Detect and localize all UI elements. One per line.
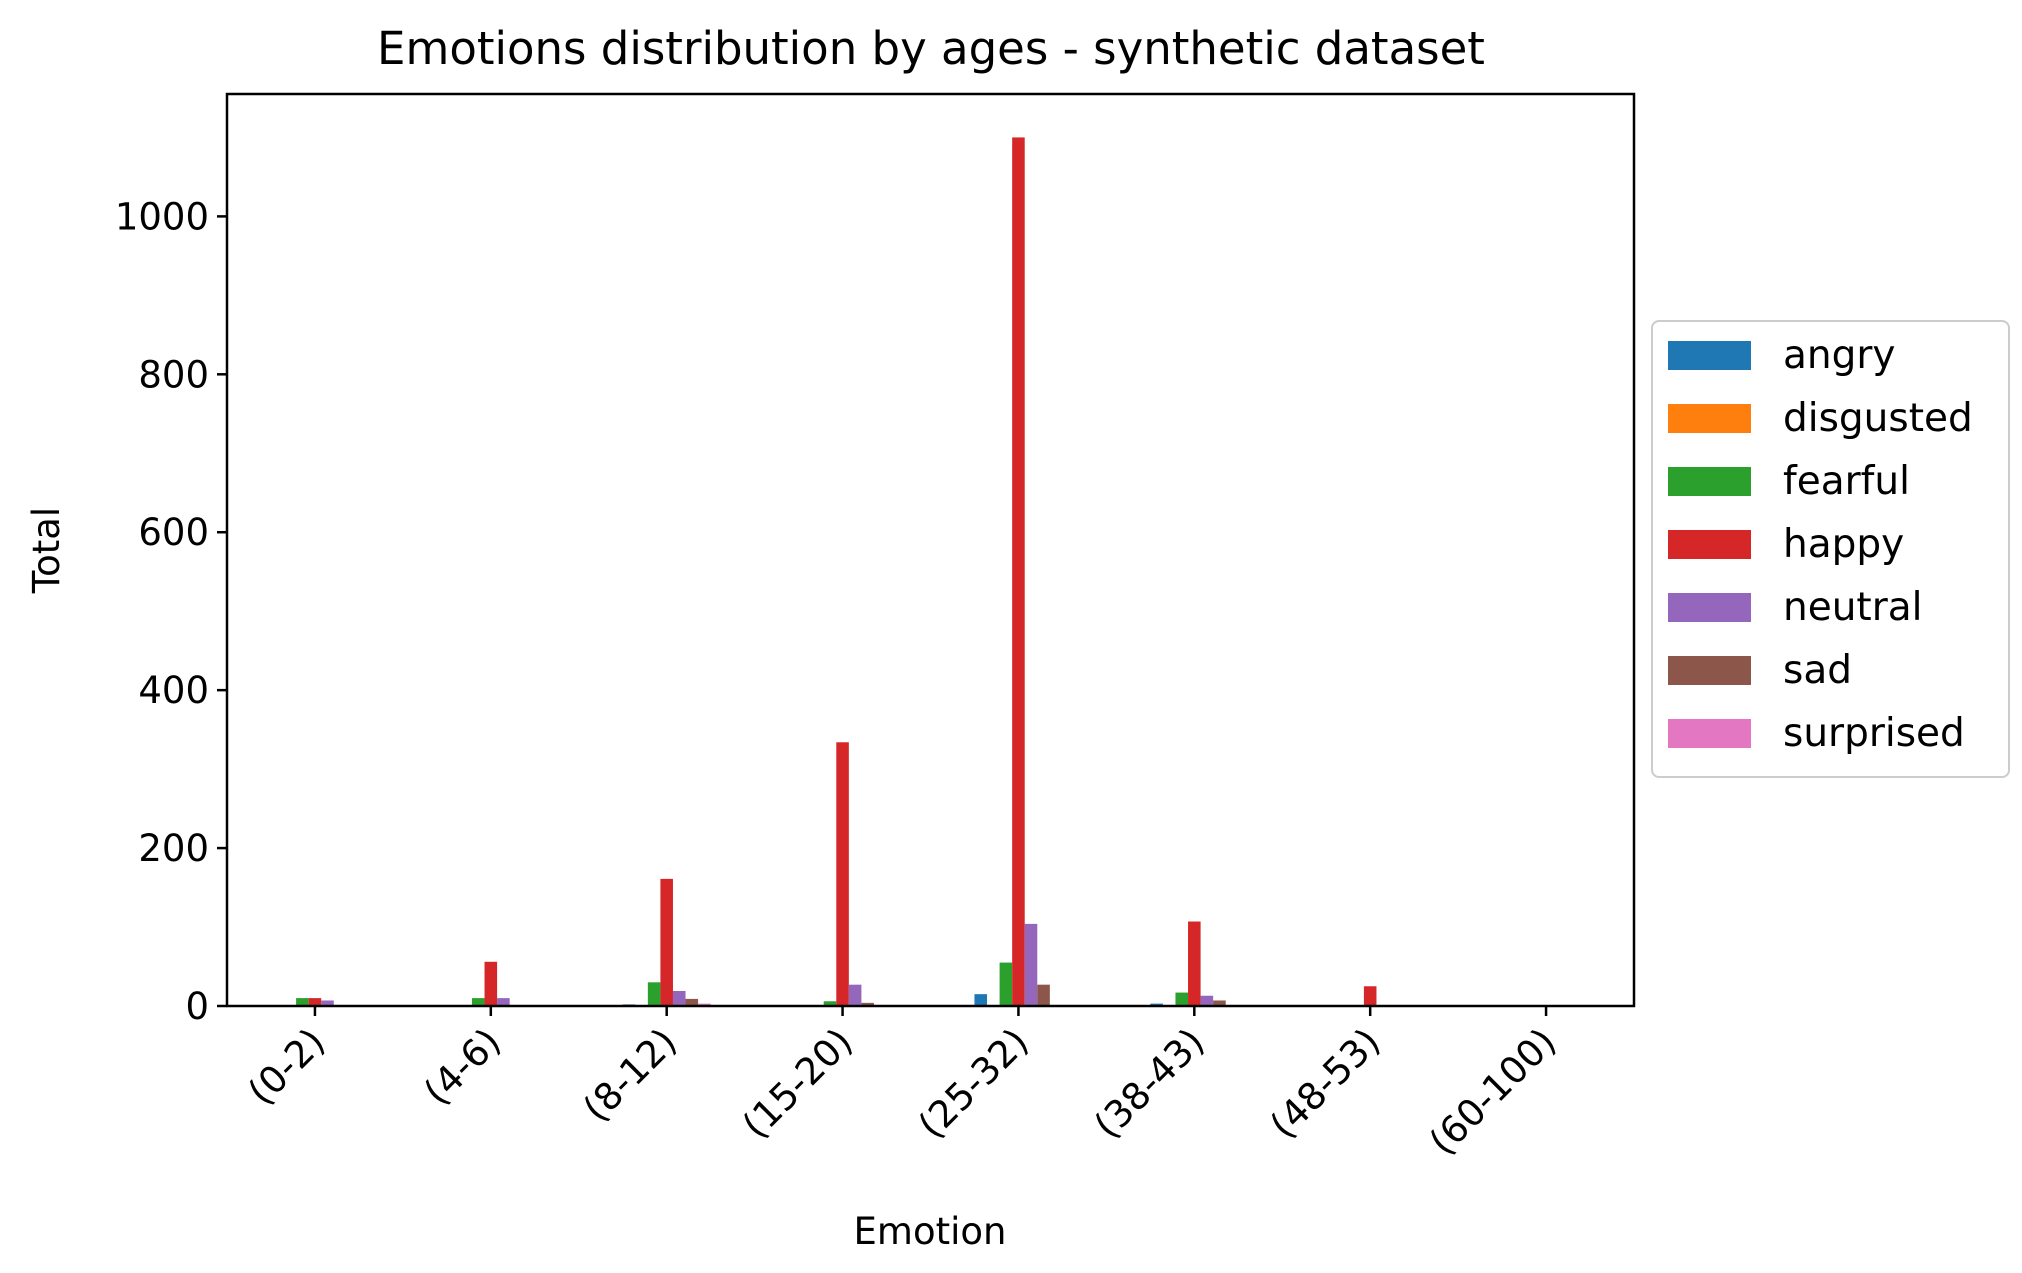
bar-happy-4 — [1012, 137, 1025, 1006]
bar-happy-2 — [660, 878, 673, 1006]
legend-swatch-fearful — [1668, 467, 1751, 496]
legend-label-disgusted: disgusted — [1783, 396, 1973, 441]
y-axis-label: Total — [25, 507, 68, 594]
y-tick-label: 600 — [138, 511, 209, 554]
y-tick-label: 800 — [138, 353, 209, 396]
bars-group — [296, 137, 1377, 1006]
plot-frame — [225, 92, 1636, 1008]
bar-neutral-4 — [1024, 923, 1038, 1006]
legend-swatch-surprised — [1668, 719, 1751, 748]
legend-swatch-happy — [1668, 530, 1751, 559]
bar-neutral-0 — [321, 1000, 334, 1006]
legend-label-fearful: fearful — [1783, 459, 1910, 504]
bar-neutral-3 — [848, 984, 862, 1006]
bar-fearful-2 — [647, 982, 661, 1006]
bar-fearful-4 — [999, 962, 1013, 1006]
legend-swatch-disgusted — [1668, 404, 1751, 433]
legend-label-neutral: neutral — [1783, 585, 1923, 630]
bar-neutral-5 — [1200, 995, 1214, 1006]
bar-neutral-1 — [497, 998, 510, 1006]
y-axis-ticks: 0 200 400 600 800 1000 — [115, 195, 227, 1028]
legend-swatch-angry — [1668, 341, 1751, 370]
y-tick-label: 1000 — [115, 195, 209, 238]
bar-happy-5 — [1188, 921, 1201, 1006]
bar-fearful-3 — [823, 1001, 837, 1006]
y-tick-label: 200 — [138, 827, 209, 870]
bar-happy-1 — [484, 961, 498, 1006]
y-tick-label: 400 — [138, 669, 209, 712]
bar-fearful-1 — [471, 998, 485, 1006]
legend-swatch-sad — [1668, 656, 1751, 685]
bar-neutral-2 — [672, 990, 686, 1006]
legend-label-angry: angry — [1783, 333, 1896, 378]
x-axis-label: Emotion — [854, 1210, 1007, 1253]
legend-swatch-neutral — [1668, 593, 1751, 622]
bar-happy-0 — [308, 998, 322, 1006]
bar-fearful-5 — [1175, 992, 1189, 1006]
chart-title: Emotions distribution by ages - syntheti… — [377, 22, 1485, 75]
legend-label-happy: happy — [1783, 522, 1904, 567]
bar-angry-4 — [974, 994, 988, 1006]
bar-sad-2 — [685, 998, 699, 1006]
legend-label-surprised: surprised — [1783, 711, 1965, 756]
bar-happy-6 — [1363, 986, 1377, 1006]
y-tick-label: 0 — [185, 985, 209, 1028]
bar-happy-3 — [836, 742, 849, 1006]
legend-label-sad: sad — [1783, 648, 1852, 693]
bar-fearful-0 — [296, 998, 309, 1006]
bar-sad-3 — [861, 1002, 874, 1006]
legend: angry disgusted fearful happy neutral sad surp… — [1651, 320, 2010, 778]
bar-sad-5 — [1213, 1000, 1226, 1006]
bar-sad-4 — [1037, 984, 1050, 1006]
